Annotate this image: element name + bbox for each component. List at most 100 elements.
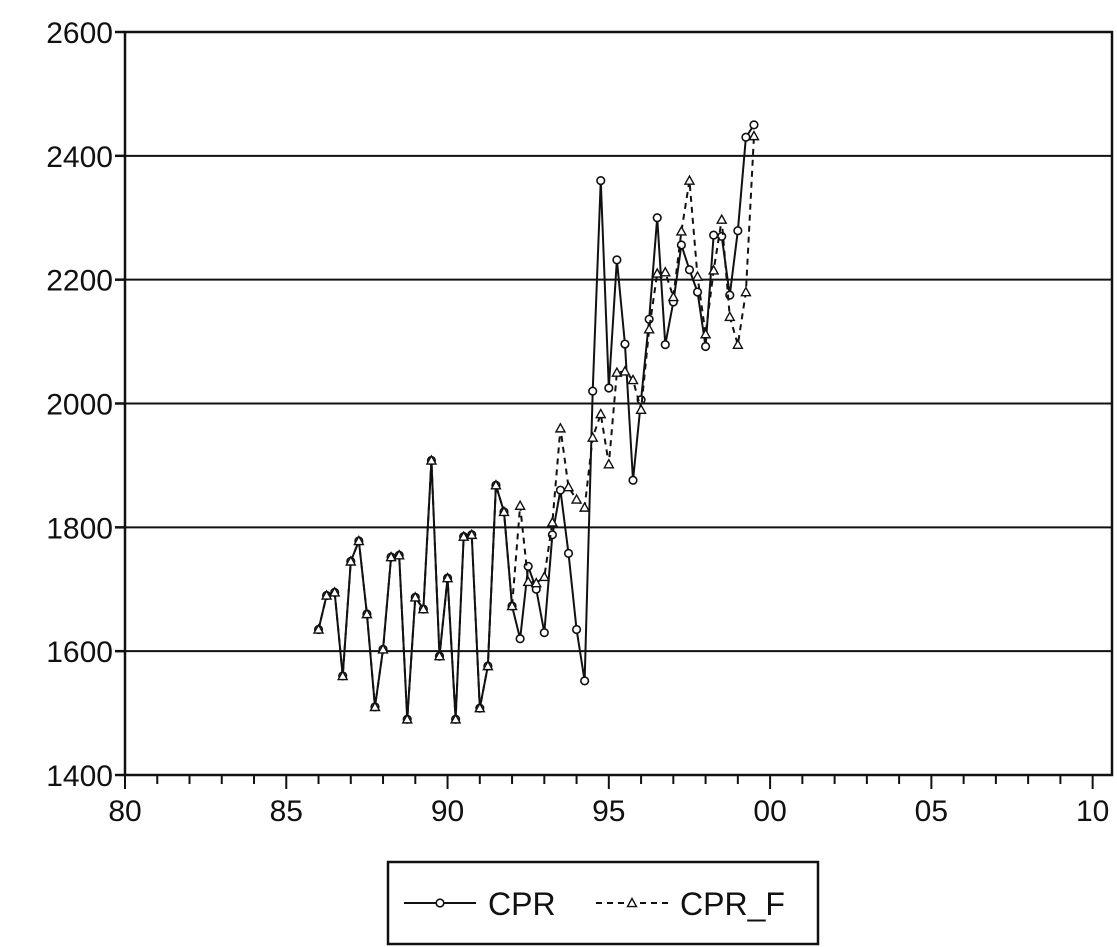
data-point <box>369 700 381 712</box>
data-point <box>683 174 696 185</box>
legend: CPR CPR_F <box>386 860 820 946</box>
data-point <box>571 624 582 635</box>
data-point <box>652 213 662 223</box>
data-point <box>596 176 606 186</box>
data-point <box>749 120 759 130</box>
series-group <box>312 120 760 724</box>
data-point <box>441 572 454 583</box>
data-point <box>627 374 639 385</box>
data-point <box>377 643 389 654</box>
y-tick-label: 2600 <box>46 17 113 50</box>
data-point <box>724 310 736 322</box>
data-point <box>457 530 470 541</box>
data-point <box>466 528 478 540</box>
x-tick-label: 95 <box>592 795 625 828</box>
x-tick-label: 05 <box>915 795 948 828</box>
data-point <box>361 608 373 619</box>
x-tick-label: 90 <box>431 795 464 828</box>
data-point <box>716 213 728 224</box>
data-point <box>612 255 622 265</box>
data-point <box>555 485 566 495</box>
data-point <box>401 713 413 724</box>
data-point <box>732 338 744 349</box>
data-point <box>474 702 486 713</box>
y-tick-label: 1400 <box>46 760 113 793</box>
data-point <box>563 548 574 558</box>
data-point <box>707 264 720 275</box>
data-point <box>628 475 638 485</box>
data-point <box>604 383 614 393</box>
data-point <box>709 230 719 240</box>
data-point <box>570 493 583 504</box>
y-tick-label: 2000 <box>46 389 113 422</box>
data-point <box>385 551 397 562</box>
data-point <box>393 549 405 560</box>
data-point <box>748 130 760 141</box>
data-point <box>660 340 670 350</box>
data-point <box>667 291 680 302</box>
series-cpr-f <box>312 130 760 724</box>
data-point <box>320 589 333 600</box>
data-point <box>449 713 462 724</box>
x-tick-label: 00 <box>753 795 786 828</box>
data-point <box>538 570 551 582</box>
data-point <box>498 505 510 517</box>
data-point <box>635 403 647 414</box>
data-point <box>675 225 688 236</box>
y-tick-label: 2400 <box>46 141 113 174</box>
data-point <box>425 454 438 465</box>
data-point <box>312 623 325 634</box>
data-point <box>490 479 502 490</box>
data-point <box>580 676 590 686</box>
data-point <box>611 366 623 377</box>
data-point <box>692 287 703 297</box>
legend-label-cpr: CPR <box>488 886 556 922</box>
data-point <box>337 669 349 681</box>
data-point <box>554 422 567 433</box>
y-tick-label: 1800 <box>46 512 113 545</box>
data-point <box>514 499 526 510</box>
x-tick-label: 80 <box>108 795 141 828</box>
data-point <box>506 600 518 611</box>
data-point <box>328 586 341 597</box>
data-point <box>740 286 752 297</box>
data-point <box>699 328 712 339</box>
data-point <box>530 577 542 588</box>
data-point <box>733 226 743 236</box>
data-point <box>546 516 559 527</box>
data-point <box>620 339 630 349</box>
gridlines <box>125 154 1112 653</box>
data-point <box>684 265 695 275</box>
data-point <box>659 266 671 277</box>
x-axis-ticks: 80 85 90 95 00 05 10 <box>108 775 1109 828</box>
data-point <box>409 591 421 602</box>
data-point <box>643 323 655 334</box>
data-point <box>562 481 575 492</box>
data-point <box>691 270 704 281</box>
data-point <box>345 555 357 566</box>
data-point <box>587 431 599 442</box>
data-point <box>482 660 494 671</box>
x-tick-label: 10 <box>1076 795 1109 828</box>
data-point <box>578 501 591 512</box>
data-point <box>644 314 654 324</box>
data-point <box>595 408 607 419</box>
data-point <box>741 132 751 142</box>
data-point <box>353 535 365 546</box>
data-point <box>539 627 549 638</box>
data-point <box>603 458 615 469</box>
legend-marker-cpr <box>435 898 445 908</box>
series-line <box>317 135 755 721</box>
data-point <box>700 341 711 352</box>
data-point <box>433 650 446 661</box>
data-point <box>619 365 631 376</box>
data-point <box>417 603 430 614</box>
y-tick-label: 1600 <box>46 636 113 669</box>
legend-label-cpr-f: CPR_F <box>680 886 785 922</box>
y-tick-label: 2200 <box>46 265 113 298</box>
data-point <box>515 634 525 644</box>
data-point <box>651 267 663 278</box>
y-axis-ticks: 1400 1600 1800 2000 2200 2400 2600 <box>46 17 125 793</box>
legend-marker-cpr-f <box>626 897 638 908</box>
